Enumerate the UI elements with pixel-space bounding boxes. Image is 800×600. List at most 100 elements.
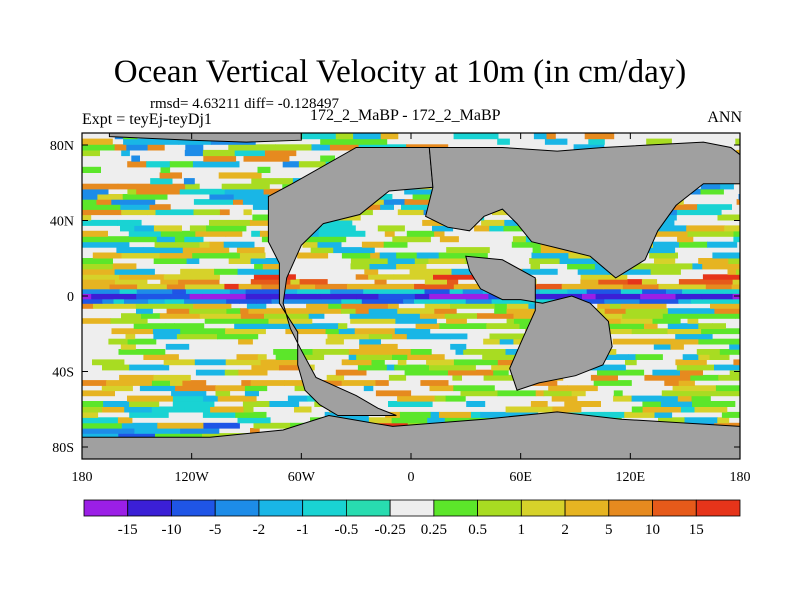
field-patch: [532, 247, 542, 254]
field-patch: [414, 298, 439, 304]
field-patch: [466, 293, 489, 300]
field-patch: [148, 298, 166, 304]
field-patch: [122, 194, 168, 200]
field-patch: [306, 303, 321, 309]
field-patch: [320, 303, 329, 309]
field-patch: [333, 247, 375, 254]
field-patch: [163, 274, 195, 280]
field-patch: [727, 268, 737, 275]
field-patch: [387, 303, 399, 309]
field-patch: [663, 263, 693, 270]
field-patch: [736, 199, 740, 205]
colorbar-label: 0.25: [421, 522, 447, 538]
field-patch: [677, 236, 694, 243]
field-patch: [237, 268, 282, 275]
field-patch: [654, 258, 676, 264]
field-patch: [702, 263, 740, 270]
x-tick-label: 60E: [509, 470, 532, 485]
field-patch: [350, 263, 371, 270]
field-patch: [239, 298, 257, 304]
field-patch: [505, 406, 553, 413]
field-patch: [127, 188, 137, 195]
field-patch: [245, 293, 271, 300]
field-patch: [406, 333, 451, 340]
field-patch: [172, 401, 215, 407]
field-patch: [700, 183, 721, 190]
colorbar-swatch: [345, 499, 391, 517]
field-patch: [540, 247, 581, 254]
field-patch: [127, 338, 157, 345]
field-patch: [453, 385, 495, 392]
land-mass: [267, 147, 434, 416]
field-patch: [174, 323, 205, 329]
field-patch: [650, 268, 681, 275]
field-patch: [189, 225, 207, 232]
field-patch: [419, 313, 446, 319]
field-patch: [641, 279, 658, 285]
field-patch: [368, 333, 393, 340]
field-patch: [622, 313, 664, 319]
field-patch: [163, 359, 196, 366]
field-patch: [240, 313, 265, 319]
field-patch: [82, 204, 104, 210]
field-patch: [203, 422, 240, 429]
field-patch: [625, 308, 669, 314]
field-patch: [246, 303, 267, 309]
field-patch: [463, 349, 507, 355]
colorbar-label: -0.5: [335, 522, 359, 538]
field-patch: [714, 364, 740, 371]
field-patch: [533, 133, 548, 140]
field-patch: [294, 406, 312, 413]
field-patch: [275, 354, 301, 360]
field-patch: [82, 183, 119, 190]
field-patch: [299, 279, 328, 285]
field-patch: [724, 288, 740, 294]
field-patch: [348, 354, 357, 360]
field-patch: [119, 374, 154, 381]
field-patch: [136, 308, 153, 314]
field-patch: [567, 385, 598, 392]
field-patch: [123, 138, 133, 145]
field-patch: [302, 133, 337, 140]
field-patch: [262, 263, 288, 270]
field-patch: [690, 298, 733, 304]
field-patch: [180, 428, 220, 434]
field-patch: [121, 422, 158, 429]
field-patch: [147, 144, 165, 151]
field-patch: [252, 214, 277, 221]
field-patch: [631, 328, 669, 335]
field-patch: [209, 241, 225, 248]
colorbar-label: 2: [561, 522, 569, 538]
field-patch: [97, 194, 124, 200]
field-patch: [610, 328, 633, 335]
field-patch: [170, 380, 183, 386]
field-patch: [218, 172, 262, 179]
field-patch: [717, 417, 730, 424]
colorbar-label: 1: [518, 522, 526, 538]
y-tick-label: 40N: [50, 215, 74, 230]
field-patch: [299, 283, 316, 290]
field-patch: [151, 380, 171, 386]
field-patch: [330, 288, 364, 294]
field-patch: [171, 390, 207, 397]
field-patch: [159, 313, 201, 319]
field-patch: [313, 308, 342, 314]
field-patch: [609, 303, 622, 309]
field-patch: [635, 354, 663, 360]
field-patch: [176, 333, 218, 340]
field-patch: [125, 333, 136, 340]
field-patch: [535, 283, 563, 290]
field-patch: [139, 385, 176, 392]
field-patch: [287, 293, 322, 300]
field-patch: [174, 236, 185, 243]
field-patch: [172, 395, 204, 402]
field-patch: [289, 308, 315, 314]
colorbar-swatch: [520, 499, 566, 517]
field-patch: [414, 283, 455, 290]
field-patch: [172, 288, 187, 294]
field-patch: [559, 258, 598, 264]
field-patch: [491, 298, 533, 304]
field-patch: [165, 343, 190, 350]
field-patch: [224, 188, 265, 195]
field-patch: [667, 323, 699, 329]
